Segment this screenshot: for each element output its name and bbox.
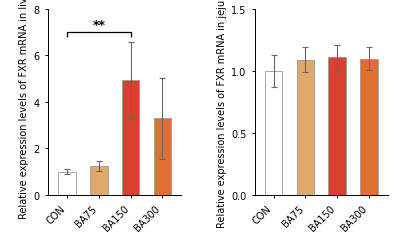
Text: **: ** (92, 19, 105, 32)
Bar (90, 166, 108, 195)
Bar (58, 172, 76, 195)
Bar (328, 58, 346, 195)
Bar (360, 59, 378, 195)
Bar (154, 119, 171, 195)
Bar (297, 60, 314, 195)
Y-axis label: Relative expression levels of FXR mRNA in liver: Relative expression levels of FXR mRNA i… (19, 0, 29, 218)
Bar (122, 80, 139, 195)
Y-axis label: Relative expression levels of FXR mRNA in jejunum: Relative expression levels of FXR mRNA i… (217, 0, 227, 227)
Bar (265, 72, 282, 195)
